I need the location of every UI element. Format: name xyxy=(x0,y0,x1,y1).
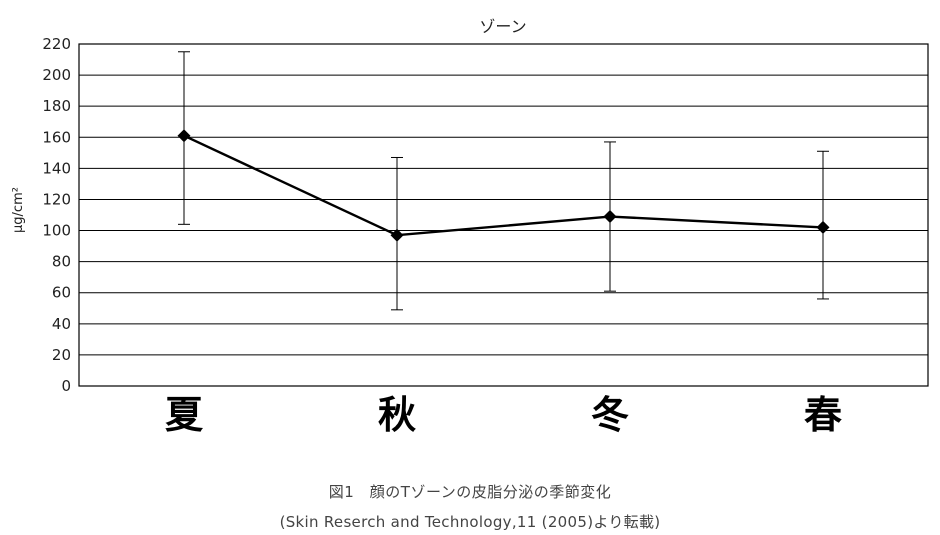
gridlines xyxy=(79,74,928,356)
series-line xyxy=(183,134,824,237)
figure-caption: 図1 顔のTゾーンの皮脂分泌の季節変化 xyxy=(328,483,612,501)
y-tick-label: 140 xyxy=(42,159,71,177)
y-tick-label: 20 xyxy=(52,346,71,364)
chart-title: ゾーン xyxy=(479,17,526,36)
y-tick-label: 40 xyxy=(52,315,71,333)
y-tick-label: 200 xyxy=(42,66,71,84)
y-axis-ticks: 0 20 40 60 80 100 120 140 160 180 200 220 xyxy=(42,35,71,395)
x-tick-label: 春 xyxy=(804,393,842,437)
y-tick-label: 220 xyxy=(42,35,71,53)
x-tick-label: 秋 xyxy=(378,393,416,437)
y-tick-label: 120 xyxy=(42,190,71,208)
series-markers xyxy=(177,129,830,242)
data-point xyxy=(603,210,617,224)
chart: ゾーン 0 20 40 60 80 100 120 140 160 180 200 220 μg/cm… xyxy=(11,17,929,437)
y-axis-label: μg/cm² xyxy=(11,187,26,233)
y-tick-label: 100 xyxy=(42,222,71,240)
y-tick-label: 80 xyxy=(52,253,71,271)
data-point xyxy=(390,228,404,242)
data-point xyxy=(816,220,830,234)
plot-area xyxy=(78,43,929,387)
y-tick-label: 160 xyxy=(42,128,71,146)
data-point xyxy=(177,129,191,143)
y-tick-label: 0 xyxy=(61,377,71,395)
y-tick-label: 60 xyxy=(52,284,71,302)
x-tick-label: 夏 xyxy=(165,393,204,437)
x-axis-labels: 夏秋冬春 xyxy=(165,393,842,437)
error-bars xyxy=(178,51,829,311)
x-tick-label: 冬 xyxy=(591,393,629,437)
y-tick-label: 180 xyxy=(42,97,71,115)
figure-source: (Skin Reserch and Technology,11 (2005)より… xyxy=(279,513,661,531)
